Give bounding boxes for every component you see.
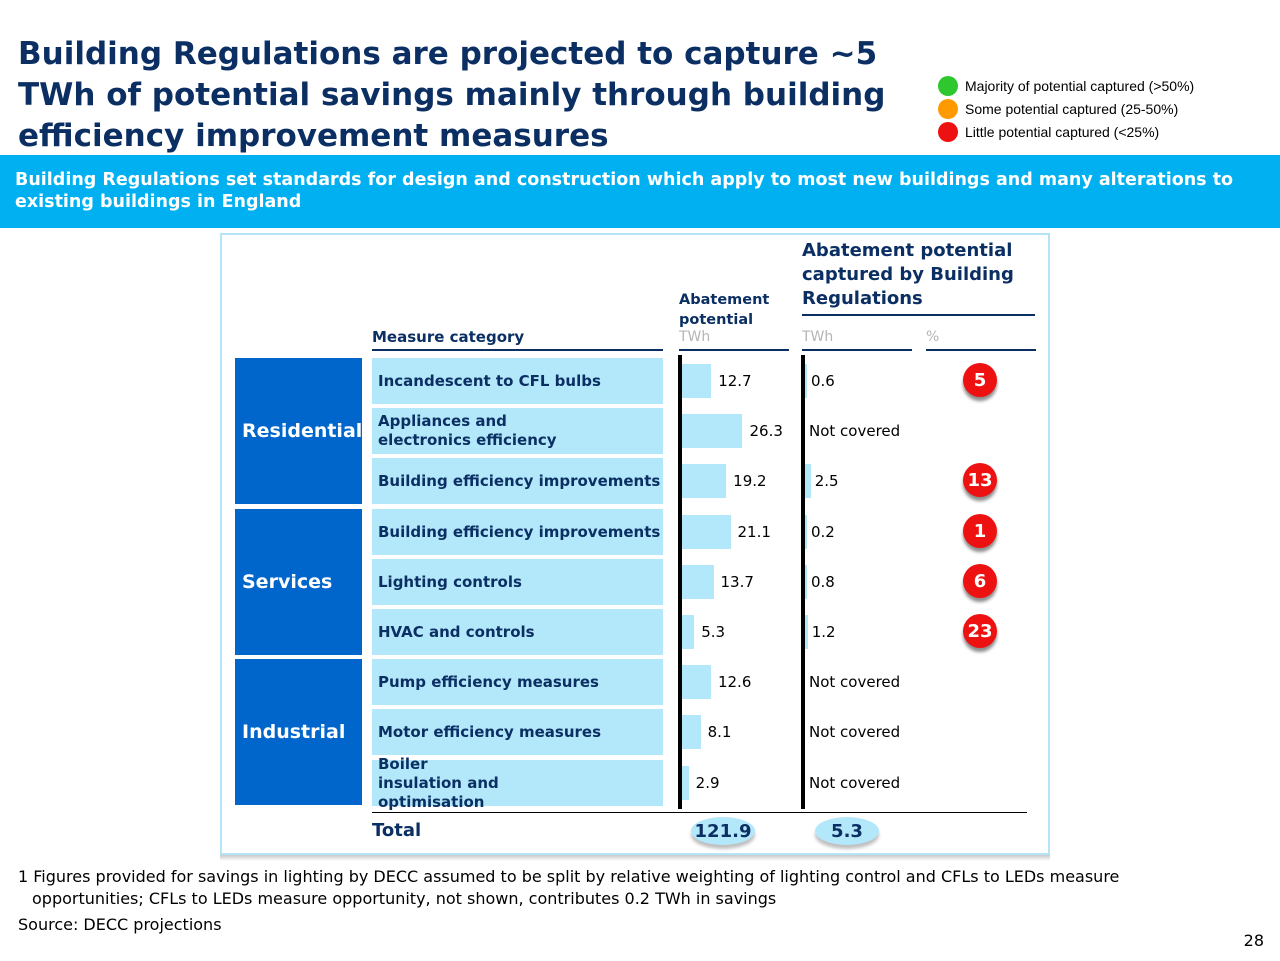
- potential-bar: [682, 364, 712, 398]
- percent-badge: 6: [963, 564, 997, 598]
- segment-services: Services: [235, 509, 362, 655]
- header-measure-category: Measure category: [372, 328, 525, 346]
- measure-row: Building efficiency improvements: [372, 458, 663, 504]
- potential-value: 8.1: [707, 723, 732, 741]
- segment-industrial: Industrial: [235, 659, 362, 805]
- total-potential: 121.9: [691, 817, 755, 845]
- captured-value: Not covered: [809, 774, 901, 792]
- segment-residential: Residential: [235, 358, 362, 504]
- orange-dot-icon: [938, 98, 958, 119]
- captured-bar: [805, 565, 807, 599]
- potential-bar: [682, 715, 701, 749]
- captured-value: 0.2: [811, 523, 835, 541]
- potential-value: 5.3: [701, 623, 726, 641]
- header-captured: Abatement potential captured by Building…: [802, 240, 1014, 309]
- header-percent-rule: [926, 349, 1036, 351]
- banner: Building Regulations set standards for d…: [0, 155, 1280, 228]
- potential-bar: [682, 515, 731, 549]
- potential-value: 12.6: [717, 673, 752, 691]
- panel-shadow: [220, 855, 1050, 861]
- total-label: Total: [372, 820, 422, 841]
- potential-value: 26.3: [749, 422, 783, 440]
- measure-row: Incandescent to CFL bulbs: [372, 358, 663, 404]
- captured-bar: [805, 515, 807, 549]
- captured-value: 2.5: [814, 472, 839, 490]
- potential-bar: [682, 665, 711, 699]
- percent-badge: 5: [963, 363, 997, 397]
- header-captured-rule: [802, 314, 1035, 316]
- potential-bar: [682, 464, 727, 498]
- footnote-line-2: opportunities; CFLs to LEDs measure oppo…: [32, 889, 777, 908]
- measure-row: Appliances and electronics efficiency: [372, 408, 663, 454]
- measure-row: Lighting controls: [372, 559, 663, 605]
- percent-badge: 23: [963, 614, 997, 648]
- unit-percent: %: [926, 329, 940, 345]
- measure-row: Boiler insulation and optimisation: [372, 755, 663, 811]
- header-abatement-potential: Abatement potential: [679, 292, 770, 328]
- green-dot-icon: [938, 75, 958, 96]
- legend-item-some: Some potential captured (25-50%): [938, 97, 1194, 120]
- potential-value: 12.7: [718, 372, 752, 390]
- legend-label: Some potential captured (25-50%): [965, 100, 1179, 117]
- legend-item-majority: Majority of potential captured (>50%): [938, 74, 1194, 97]
- source-note: Source: DECC projections: [18, 915, 222, 934]
- potential-value: 21.1: [737, 523, 771, 541]
- unit-captured: TWh: [802, 329, 834, 345]
- potential-axis-line: [678, 355, 682, 809]
- legend-label: Little potential captured (<25%): [965, 123, 1160, 140]
- header-abatement-rule: [679, 349, 789, 351]
- potential-value: 2.9: [695, 774, 720, 792]
- header-captured-unit-rule: [802, 349, 912, 351]
- measure-row: Building efficiency improvements: [372, 509, 663, 555]
- measure-row: Motor efficiency measures: [372, 709, 663, 755]
- total-captured: 5.3: [815, 817, 879, 845]
- legend: Majority of potential captured (>50%) So…: [938, 74, 1194, 143]
- captured-bar: [805, 615, 808, 649]
- measure-row: Pump efficiency measures: [372, 659, 663, 705]
- potential-bar: [682, 766, 689, 800]
- captured-value: Not covered: [809, 673, 901, 691]
- measure-row: HVAC and controls: [372, 609, 663, 655]
- footnote: 1 Figures provided for savings in lighti…: [18, 866, 1248, 910]
- potential-bar: [682, 565, 714, 599]
- header-measure-rule: [372, 349, 663, 351]
- red-dot-icon: [938, 121, 958, 142]
- legend-label: Majority of potential captured (>50%): [965, 77, 1195, 94]
- captured-value: 1.2: [811, 623, 836, 641]
- captured-value: 0.8: [811, 573, 835, 591]
- page-title: Building Regulations are projected to ca…: [18, 36, 886, 154]
- percent-badge: 1: [963, 514, 997, 548]
- potential-bar: [682, 414, 743, 448]
- potential-value: 19.2: [733, 472, 767, 490]
- captured-bar: [805, 464, 811, 498]
- captured-value: Not covered: [809, 723, 901, 741]
- captured-axis-line: [801, 355, 805, 809]
- potential-value: 13.7: [720, 573, 754, 591]
- captured-value: 0.6: [811, 372, 835, 390]
- unit-abatement: TWh: [679, 329, 711, 345]
- captured-bar: [805, 364, 807, 398]
- potential-bar: [682, 615, 695, 649]
- total-rule: [372, 812, 1027, 813]
- legend-item-little: Little potential captured (<25%): [938, 120, 1194, 143]
- captured-value: Not covered: [809, 422, 901, 440]
- page-number: 28: [1243, 931, 1264, 950]
- footnote-line-1: 1 Figures provided for savings in lighti…: [18, 867, 1120, 886]
- percent-badge: 13: [963, 463, 997, 497]
